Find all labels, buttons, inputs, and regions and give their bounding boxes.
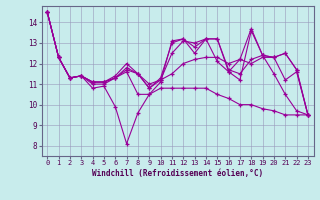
X-axis label: Windchill (Refroidissement éolien,°C): Windchill (Refroidissement éolien,°C) (92, 169, 263, 178)
